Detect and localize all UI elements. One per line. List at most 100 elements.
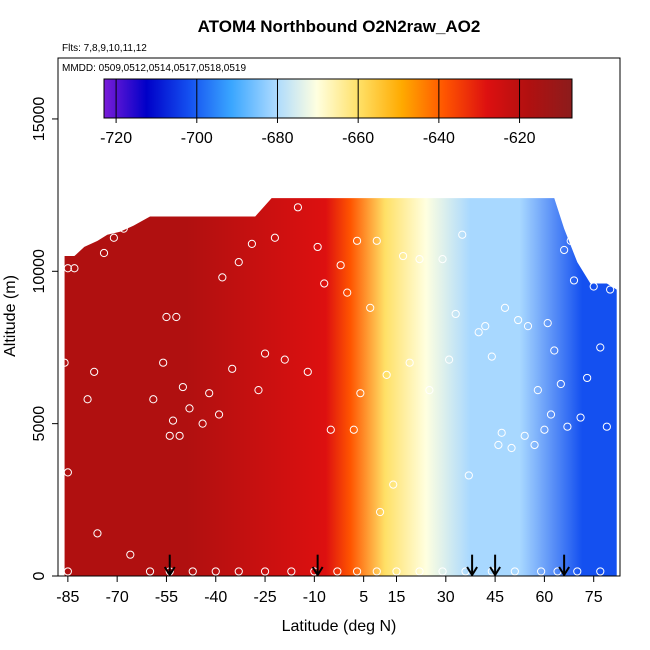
sample-point xyxy=(356,389,365,398)
sample-point xyxy=(405,358,414,367)
surface-point xyxy=(596,567,605,576)
colorbar-tick-label: -660 xyxy=(342,130,374,147)
profile-arrowhead xyxy=(163,566,176,576)
x-tick-label: -10 xyxy=(303,589,326,606)
sample-point xyxy=(546,410,556,419)
sample-point xyxy=(63,468,72,477)
sample-point xyxy=(425,386,434,395)
sample-point xyxy=(543,318,552,328)
x-axis-label: Latitude (deg N) xyxy=(282,618,397,635)
colorbar-tick-label: -720 xyxy=(100,130,132,147)
sample-point xyxy=(494,440,503,450)
sample-point xyxy=(366,303,375,312)
sample-point xyxy=(293,203,303,212)
y-axis-label: Altitude (m) xyxy=(2,275,19,357)
sample-point xyxy=(185,404,194,413)
sample-point xyxy=(260,349,270,358)
sample-point xyxy=(313,242,322,252)
sample-point xyxy=(70,264,79,273)
sample-point xyxy=(514,315,523,325)
surface-point xyxy=(392,567,401,576)
sample-point xyxy=(444,355,454,364)
profile-arrowhead xyxy=(558,566,570,576)
colorbar: -720 -700 -680 -660 -640 -620 xyxy=(100,78,573,147)
sample-point xyxy=(247,239,257,248)
surface-point xyxy=(438,567,447,576)
sample-point xyxy=(234,258,243,267)
sample-point xyxy=(270,233,280,242)
sample-point xyxy=(497,428,506,437)
sample-point xyxy=(481,322,490,331)
sample-point xyxy=(175,431,184,440)
sample-point xyxy=(303,367,312,376)
x-tick-label: -25 xyxy=(253,589,276,606)
x-tick-label: 15 xyxy=(388,589,406,606)
sample-point xyxy=(500,303,510,312)
sample-point xyxy=(372,236,381,245)
sample-point xyxy=(63,264,72,273)
profile-arrowhead xyxy=(489,566,501,576)
sample-point xyxy=(540,425,549,434)
sample-point xyxy=(566,236,575,245)
sample-point xyxy=(474,328,483,337)
sample-point xyxy=(550,346,559,355)
sample-point xyxy=(487,352,496,361)
sample-point xyxy=(93,529,102,538)
sample-point xyxy=(451,309,460,319)
y-tick-label: 15000 xyxy=(31,97,48,142)
sample-point xyxy=(165,431,174,440)
surface-point xyxy=(537,567,546,576)
x-tick-label: 30 xyxy=(437,589,455,606)
profile-arrowhead xyxy=(466,566,478,576)
surface-point xyxy=(145,567,155,576)
axes: -85 -70 -55 -40 -25 -10 5 15 30 45 60 75 0 5000 10000 1… xyxy=(31,97,603,606)
surface-point xyxy=(372,567,381,576)
x-tick-label: 60 xyxy=(536,589,554,606)
data-field xyxy=(64,198,617,576)
sample-point xyxy=(343,288,352,297)
sample-point xyxy=(172,312,181,322)
sample-point xyxy=(126,550,135,559)
plot-frame xyxy=(57,57,621,577)
chart-title: ATOM4 Northbound O2N2raw_AO2 xyxy=(198,17,481,36)
x-tick-label: -85 xyxy=(56,589,79,606)
sample-point xyxy=(606,285,615,294)
sample-point xyxy=(254,386,263,395)
sample-point xyxy=(438,255,447,264)
x-tick-label: 5 xyxy=(359,589,368,606)
sample-point xyxy=(398,251,408,261)
sample-point xyxy=(576,413,585,422)
sample-point xyxy=(530,440,539,450)
sample-point xyxy=(99,248,109,258)
surface-point xyxy=(211,567,220,576)
x-tick-label: -40 xyxy=(204,589,227,606)
sample-point xyxy=(464,471,473,480)
x-tick-label: 45 xyxy=(486,589,504,606)
plot-area xyxy=(60,198,617,576)
sample-point xyxy=(320,279,329,288)
sample-point xyxy=(336,261,345,270)
surface-point xyxy=(260,567,270,576)
sample-point xyxy=(178,382,187,392)
sample-point xyxy=(205,389,214,398)
colorbar-strip xyxy=(103,78,573,119)
sample-point xyxy=(326,425,335,434)
chart-subtitle-flights: Flts: 7,8,9,10,11,12 xyxy=(62,43,147,54)
sample-point xyxy=(149,395,158,404)
surface-point xyxy=(234,567,243,576)
sample-point xyxy=(60,358,69,367)
colorbar-tick-label: -620 xyxy=(504,130,536,147)
sample-point xyxy=(375,507,385,517)
sample-point xyxy=(520,431,529,440)
sample-point xyxy=(162,312,171,322)
sample-point xyxy=(589,282,598,291)
sample-point xyxy=(507,443,516,453)
sample-point xyxy=(228,364,237,373)
sample-point xyxy=(569,276,579,285)
sample-point xyxy=(523,322,533,331)
surface-point xyxy=(510,567,519,576)
sample-point xyxy=(563,422,572,431)
sample-point xyxy=(415,255,424,264)
sample-point xyxy=(556,379,565,389)
